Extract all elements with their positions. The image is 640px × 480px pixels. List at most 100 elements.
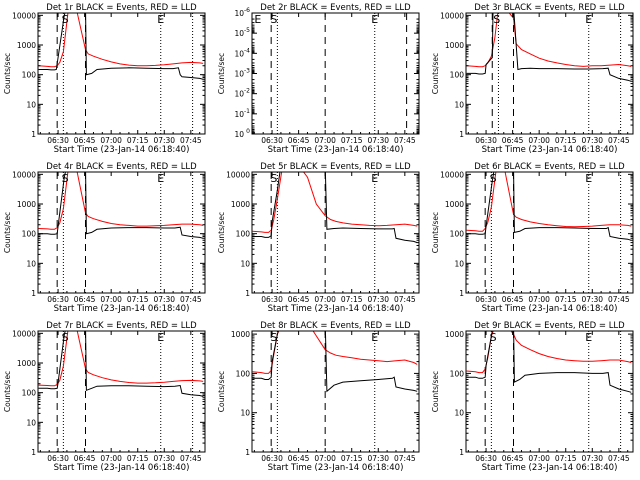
y-axis-label: Counts/sec (217, 53, 226, 94)
x-axis-label: Start Time (23-Jan-14 06:18:40) (54, 463, 190, 473)
y-tick-label: 10 (454, 259, 464, 268)
marker-e: E (585, 172, 592, 185)
x-tick-label: 07:00 (528, 295, 550, 304)
y-axis-label: Counts/sec (217, 371, 226, 412)
x-tick-label: 07:30 (581, 295, 603, 304)
y-tick-label: 10 (234, 90, 244, 99)
y-tick-label: 10 (234, 29, 244, 38)
plot-frame (37, 171, 206, 294)
marker-e: E (371, 13, 378, 26)
x-tick-label: 06:45 (288, 295, 310, 304)
y-tick-label: 10 (240, 259, 250, 268)
x-tick-label: 06:30 (47, 295, 69, 304)
lld-series-line (466, 13, 632, 68)
marker-e: E (157, 172, 164, 185)
x-tick-label: 06:45 (74, 295, 96, 304)
y-tick-label: 100 (450, 230, 465, 239)
events-series-line (38, 331, 204, 397)
x-tick-label: 07:30 (581, 454, 603, 463)
panel-title: Det 9r BLACK = Events, RED = LLD (474, 321, 625, 331)
y-tick-label: 1000 (231, 200, 250, 209)
y-tick-label: 1000 (17, 41, 36, 50)
y-axis-label: Counts/sec (431, 371, 440, 412)
y-tick-label: 10 (234, 49, 244, 58)
x-tick-label: 07:30 (581, 136, 603, 145)
panel-title: Det 6r BLACK = Events, RED = LLD (474, 162, 625, 172)
y-tick-label: 10000 (12, 329, 36, 338)
y-axis-label: Counts/sec (3, 53, 12, 94)
plot-frame (251, 171, 420, 294)
x-tick-label: 07:45 (608, 295, 630, 304)
x-tick-label: 06:45 (288, 454, 310, 463)
y-tick-label: 10 (234, 70, 244, 79)
y-tick-label: 10 (26, 100, 36, 109)
marker-e: E (254, 13, 261, 26)
y-tick-label: 10 (26, 259, 36, 268)
marker-s: S (490, 172, 497, 185)
x-axis-label: Start Time (23-Jan-14 06:18:40) (482, 304, 618, 314)
y-tick-label: 1000 (17, 359, 36, 368)
x-tick-label: 07:45 (394, 295, 416, 304)
y-tick-exponent: -5 (244, 27, 250, 34)
y-tick-label: 1 (245, 289, 250, 298)
plot-frame (465, 12, 634, 135)
marker-s: S (270, 331, 277, 344)
x-tick-label: 07:15 (341, 295, 363, 304)
events-series-line (252, 172, 418, 244)
panel-title: Det 3r BLACK = Events, RED = LLD (474, 3, 625, 13)
y-tick-label: 100 (22, 389, 37, 398)
y-tick-label: 10000 (226, 170, 250, 179)
marker-e: E (157, 331, 164, 344)
y-tick-exponent: -1 (244, 108, 250, 115)
x-tick-label: 07:00 (314, 295, 336, 304)
events-series-line (252, 331, 418, 393)
x-tick-label: 06:45 (74, 136, 96, 145)
y-tick-label: 100 (22, 71, 37, 80)
x-tick-label: 07:15 (555, 454, 577, 463)
x-tick-label: 06:45 (502, 136, 524, 145)
y-axis-label: Counts/sec (3, 212, 12, 253)
x-tick-label: 06:45 (502, 454, 524, 463)
plot-frame (37, 330, 206, 453)
x-tick-label: 07:00 (314, 136, 336, 145)
marker-e: E (157, 13, 164, 26)
x-tick-label: 06:30 (261, 295, 283, 304)
y-tick-label: 100 (236, 369, 251, 378)
y-tick-label: 100 (22, 230, 37, 239)
y-tick-label: 10 (26, 418, 36, 427)
y-tick-label: 1000 (231, 330, 250, 339)
y-tick-label: 10000 (12, 11, 36, 20)
lld-series-line (38, 331, 204, 387)
x-tick-label: 06:30 (47, 136, 69, 145)
y-tick-label: 10 (234, 130, 244, 139)
y-tick-label: 1000 (17, 200, 36, 209)
x-tick-label: 07:30 (367, 295, 389, 304)
x-tick-label: 07:30 (153, 454, 175, 463)
y-tick-label: 1 (459, 448, 464, 457)
x-tick-label: 07:15 (127, 454, 149, 463)
x-tick-label: 07:15 (127, 295, 149, 304)
y-axis-label: Counts/sec (431, 53, 440, 94)
x-tick-label: 07:45 (394, 136, 416, 145)
x-tick-label: 07:45 (608, 136, 630, 145)
y-tick-label: 1000 (445, 330, 464, 339)
marker-e: E (585, 13, 592, 26)
x-axis-label: Start Time (23-Jan-14 06:18:40) (268, 304, 404, 314)
x-tick-label: 07:00 (528, 136, 550, 145)
marker-s: S (270, 13, 277, 26)
marker-s: S (270, 172, 277, 185)
lld-series-line (466, 331, 632, 374)
y-axis-label: Counts/sec (431, 212, 440, 253)
y-tick-label: 100 (236, 230, 251, 239)
y-tick-label: 10 (454, 100, 464, 109)
x-tick-label: 07:15 (555, 136, 577, 145)
y-tick-label: 1 (31, 289, 36, 298)
x-tick-label: 06:30 (475, 295, 497, 304)
y-tick-exponent: -3 (244, 68, 250, 75)
lld-series-line (38, 172, 204, 230)
